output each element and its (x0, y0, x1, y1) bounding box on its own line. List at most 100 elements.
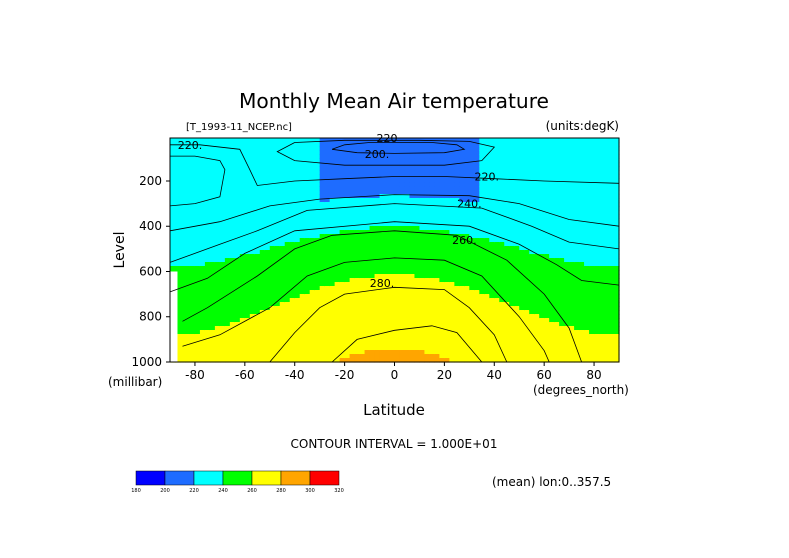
fill-cell (539, 342, 545, 347)
fill-cell (554, 266, 560, 271)
fill-cell (174, 226, 181, 231)
fill-cell (449, 306, 455, 311)
fill-cell (269, 342, 276, 347)
fill-cell (219, 190, 226, 195)
fill-cell (419, 158, 426, 163)
fill-cell (504, 334, 510, 339)
fill-cell (599, 346, 605, 351)
fill-cell (614, 162, 620, 167)
fill-cell (379, 178, 386, 183)
fill-cell (214, 354, 221, 359)
fill-cell (204, 226, 211, 231)
fill-cell (184, 162, 191, 167)
fill-cell (504, 262, 510, 267)
fill-cell (559, 178, 565, 183)
fill-cell (354, 202, 361, 207)
fill-cell (254, 258, 261, 263)
fill-cell (414, 342, 421, 347)
fill-cell (524, 170, 530, 175)
fill-cell (474, 218, 480, 223)
fill-cell (474, 290, 480, 295)
fill-cell (454, 142, 460, 147)
fill-cell (534, 350, 540, 355)
fill-cell (369, 226, 376, 231)
fill-cell (489, 206, 495, 211)
fill-cell (614, 166, 620, 171)
fill-cell (384, 246, 391, 251)
fill-cell (424, 210, 431, 215)
fill-cell (249, 250, 256, 255)
fill-cell (464, 142, 470, 147)
fill-cell (219, 226, 226, 231)
fill-cell (529, 218, 535, 223)
fill-cell (564, 330, 570, 335)
fill-cell (594, 150, 600, 155)
fill-cell (389, 346, 396, 351)
fill-cell (274, 242, 281, 247)
fill-cell (209, 218, 216, 223)
fill-cell (489, 170, 495, 175)
fill-cell (189, 358, 196, 363)
fill-cell (499, 206, 505, 211)
fill-cell (199, 226, 206, 231)
fill-cell (264, 322, 271, 327)
fill-cell (264, 262, 271, 267)
fill-cell (339, 358, 346, 363)
fill-cell (404, 242, 411, 247)
fill-cell (449, 214, 455, 219)
fill-cell (494, 154, 500, 159)
fill-cell (509, 354, 515, 359)
fill-cell (574, 274, 580, 279)
fill-cell (444, 242, 450, 247)
fill-cell (559, 194, 565, 199)
fill-cell (519, 146, 525, 151)
fill-cell (379, 346, 386, 351)
fill-cell (194, 262, 201, 267)
fill-cell (474, 142, 480, 147)
fill-cell (569, 226, 575, 231)
fill-cell (374, 334, 381, 339)
fill-cell (174, 210, 181, 215)
fill-cell (554, 166, 560, 171)
fill-cell (604, 150, 610, 155)
fill-cell (514, 210, 520, 215)
fill-cell (559, 214, 565, 219)
fill-cell (529, 230, 535, 235)
fill-cell (534, 282, 540, 287)
fill-cell (419, 214, 426, 219)
fill-cell (419, 346, 426, 351)
fill-cell (539, 194, 545, 199)
fill-cell (609, 214, 615, 219)
fill-cell (424, 182, 431, 187)
fill-cell (184, 306, 191, 311)
fill-cell (374, 158, 381, 163)
fill-cell (184, 298, 191, 303)
fill-cell (519, 354, 525, 359)
fill-cell (439, 286, 445, 291)
fill-cell (174, 302, 181, 307)
fill-cell (574, 178, 580, 183)
fill-cell (309, 350, 316, 355)
fill-cell (324, 158, 331, 163)
fill-cell (259, 338, 266, 343)
fill-cell (359, 294, 366, 299)
fill-cell (509, 350, 515, 355)
fill-cell (549, 282, 555, 287)
fill-cell (594, 206, 600, 211)
fill-cell (589, 210, 595, 215)
fill-cell (314, 350, 321, 355)
fill-cell (534, 322, 540, 327)
fill-cell (379, 318, 386, 323)
fill-cell (179, 138, 186, 143)
fill-cell (589, 238, 595, 243)
fill-cell (289, 310, 296, 315)
fill-cell (499, 150, 505, 155)
fill-cell (444, 170, 450, 175)
fill-cell (349, 278, 356, 283)
fill-cell (259, 314, 266, 319)
fill-cell (599, 306, 605, 311)
fill-cell (349, 306, 356, 311)
fill-cell (429, 250, 436, 255)
fill-cell (204, 278, 211, 283)
fill-cell (179, 214, 186, 219)
